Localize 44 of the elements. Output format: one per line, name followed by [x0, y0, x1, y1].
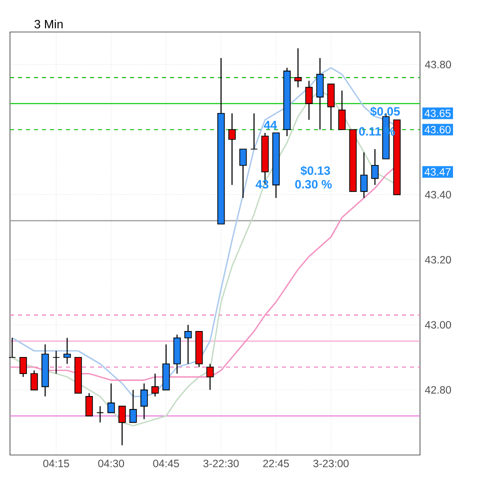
candlestick — [371, 148, 379, 186]
candlestick — [52, 350, 60, 374]
text: 43.60 — [424, 126, 451, 134]
annotation: 44 — [264, 120, 277, 130]
candlestick — [239, 148, 247, 198]
chart-title: 3 Min — [34, 20, 63, 28]
y-tick-label: 43.80 — [424, 60, 451, 68]
candlestick — [360, 152, 368, 198]
y-tick-label: 42.80 — [424, 386, 451, 394]
candlestick — [316, 57, 324, 130]
annotation: 0.11 % — [359, 127, 395, 136]
x-tick-label: 04:30 — [98, 460, 124, 468]
candlestick — [327, 84, 335, 130]
annotation: $0.05 — [370, 106, 400, 116]
candlestick — [294, 48, 302, 88]
candlestick — [96, 406, 104, 423]
candlestick — [19, 356, 27, 378]
x-tick-label: 04:15 — [43, 460, 70, 468]
y-tick-label: 43.20 — [424, 256, 451, 264]
candlestick — [129, 389, 137, 423]
candlestick — [63, 337, 71, 364]
candlestick — [338, 90, 346, 130]
annotation: $0.13 — [300, 166, 330, 176]
candlestick — [118, 406, 126, 446]
candlestick — [228, 112, 236, 186]
annotation: 43 — [256, 180, 268, 189]
x-tick-label: 04:45 — [153, 460, 179, 468]
y-tick-label: 43.00 — [424, 321, 451, 329]
candlestick — [305, 80, 313, 120]
candlestick — [250, 112, 258, 150]
candlestick — [140, 382, 148, 420]
candlestick — [151, 373, 159, 397]
x-tick-label: 22:45 — [263, 460, 289, 468]
y-tick-label: 43.40 — [424, 190, 451, 198]
candlestick — [184, 324, 192, 364]
text: 43.47 — [424, 168, 450, 176]
x-tick-label: 3-22:30 — [203, 460, 239, 468]
candlestick — [85, 392, 93, 416]
candlestick — [206, 363, 214, 390]
candlestick — [107, 382, 115, 414]
x-tick-label: 3-23:00 — [313, 460, 349, 468]
annotation: 0.30 % — [295, 180, 332, 189]
candlestick — [30, 370, 38, 390]
text: 43.65 — [424, 110, 451, 118]
